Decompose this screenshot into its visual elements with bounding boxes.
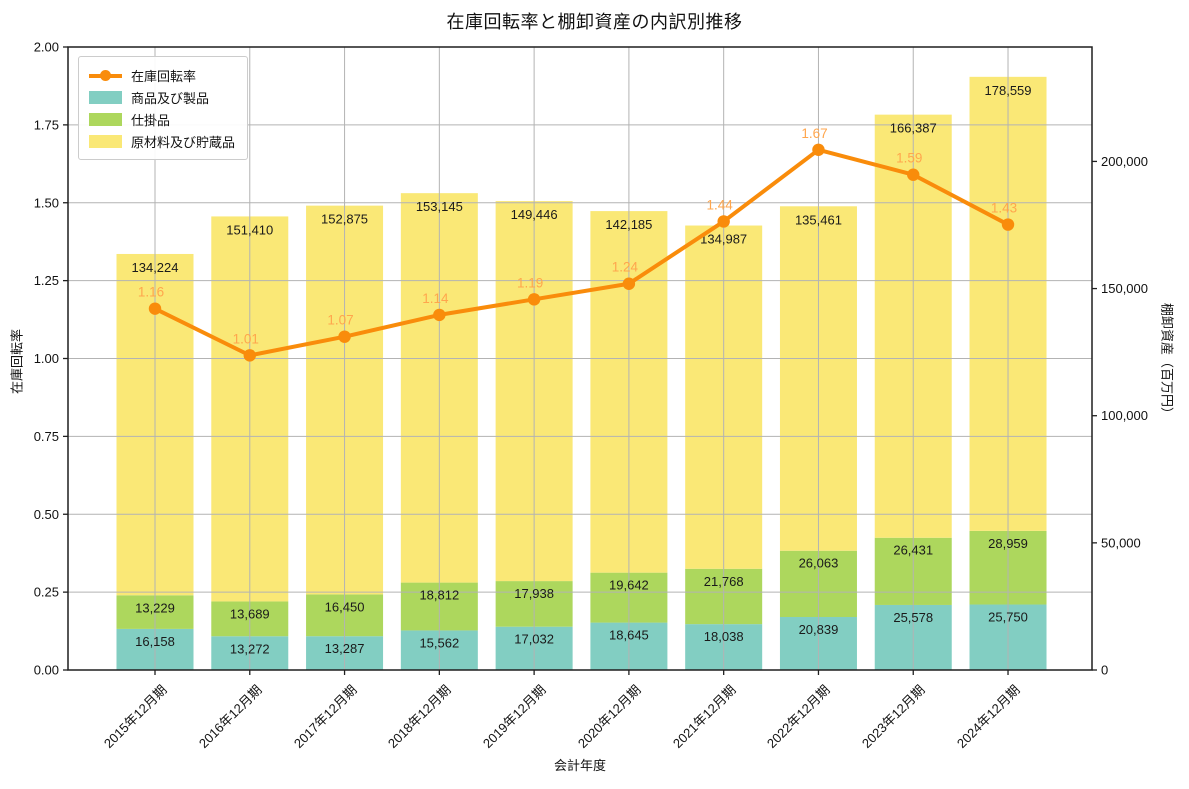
bar-total-label: 152,875 bbox=[321, 212, 368, 227]
bar-total-label: 134,224 bbox=[132, 260, 179, 275]
bar-segment-label: 13,272 bbox=[230, 641, 270, 656]
left-tick-label: 1.75 bbox=[34, 117, 59, 132]
bar-total-label: 149,446 bbox=[511, 207, 558, 222]
bar-segment-label: 26,063 bbox=[799, 556, 839, 571]
x-axis-label: 会計年度 bbox=[553, 758, 606, 773]
bar-segment-label: 28,959 bbox=[988, 536, 1028, 551]
bar-segment-label: 25,750 bbox=[988, 610, 1028, 625]
right-tick-label: 150,000 bbox=[1101, 281, 1148, 296]
left-axis-label: 在庫回転率 bbox=[9, 329, 25, 395]
left-tick-label: 1.00 bbox=[34, 351, 59, 366]
bar-total-label: 151,410 bbox=[226, 222, 273, 237]
line-point bbox=[622, 277, 636, 290]
legend-swatch-raw-materials-icon bbox=[89, 134, 122, 148]
bar-segment-label: 13,229 bbox=[135, 600, 175, 615]
line-point-label: 1.07 bbox=[327, 313, 353, 328]
right-tick-label: 200,000 bbox=[1101, 154, 1148, 169]
left-tick-label: 0.75 bbox=[34, 429, 59, 444]
bar-total-label: 153,145 bbox=[416, 199, 463, 214]
bar-segment-label: 20,839 bbox=[799, 622, 839, 637]
right-tick-label: 0 bbox=[1101, 663, 1108, 678]
left-tick-label: 0.50 bbox=[34, 507, 59, 522]
left-tick-label: 1.50 bbox=[34, 195, 59, 210]
bar-segment-label: 19,642 bbox=[609, 578, 649, 593]
bar-total-label: 134,987 bbox=[700, 232, 747, 247]
line-point bbox=[717, 215, 730, 228]
legend-label-line: 在庫回転率 bbox=[131, 68, 197, 84]
bar-segment-label: 26,431 bbox=[893, 543, 933, 558]
line-point-label: 1.59 bbox=[896, 151, 922, 166]
bar-total-label: 142,185 bbox=[605, 217, 652, 232]
chart-title: 在庫回転率と棚卸資産の内訳別推移 bbox=[446, 12, 743, 32]
line-point-label: 1.14 bbox=[422, 291, 449, 306]
legend-line-marker-icon bbox=[89, 69, 122, 82]
line-point-label: 1.01 bbox=[233, 331, 259, 346]
line-point bbox=[433, 308, 446, 322]
bar-segment-label: 18,645 bbox=[609, 628, 649, 643]
line-point bbox=[338, 330, 351, 343]
legend-item-line: 在庫回転率 bbox=[89, 64, 235, 86]
legend-label-wip: 仕掛品 bbox=[131, 112, 171, 128]
bar-segment-label: 17,938 bbox=[514, 586, 554, 601]
bar-segment-label: 16,450 bbox=[325, 599, 365, 614]
line-point bbox=[243, 349, 256, 362]
line-point bbox=[812, 143, 825, 156]
bar-total-label: 178,559 bbox=[985, 83, 1032, 98]
bar-segment-label: 17,032 bbox=[514, 632, 554, 647]
line-point-label: 1.19 bbox=[517, 275, 543, 290]
legend-item-wip: 仕掛品 bbox=[89, 108, 235, 130]
legend-swatch-products-icon bbox=[89, 90, 122, 104]
legend-item-products: 商品及び製品 bbox=[89, 86, 235, 108]
line-point-label: 1.44 bbox=[707, 197, 734, 212]
bar-segment-label: 18,038 bbox=[704, 629, 744, 644]
left-tick-label: 0.25 bbox=[34, 585, 59, 600]
turnover-line bbox=[153, 147, 1011, 358]
line-point bbox=[1001, 218, 1015, 231]
left-tick-label: 2.00 bbox=[34, 40, 59, 55]
bar-segment-label: 15,562 bbox=[419, 635, 459, 650]
legend-label-products: 商品及び製品 bbox=[131, 90, 210, 106]
line-point-label: 1.67 bbox=[801, 126, 827, 141]
line-point bbox=[148, 302, 162, 315]
bar-segment-label: 13,689 bbox=[230, 606, 270, 621]
bar-segment-label: 16,158 bbox=[135, 634, 175, 649]
bar-total-label: 135,461 bbox=[795, 212, 842, 227]
right-tick-label: 100,000 bbox=[1101, 408, 1148, 423]
line-point-label: 1.43 bbox=[991, 201, 1017, 216]
legend-swatch-wip-icon bbox=[89, 112, 122, 126]
right-axis-label: 棚卸資産（百万円） bbox=[1159, 302, 1175, 420]
legend-item-raw-materials: 原材料及び貯蔵品 bbox=[89, 130, 235, 152]
line-point-label: 1.16 bbox=[138, 285, 164, 300]
bar-segment-label: 18,812 bbox=[419, 588, 459, 603]
legend: 在庫回転率 商品及び製品 仕掛品 原材料及び貯蔵品 bbox=[78, 56, 249, 160]
right-tick-label: 50,000 bbox=[1101, 535, 1141, 550]
left-tick-label: 0.00 bbox=[34, 663, 59, 678]
legend-label-raw-materials: 原材料及び貯蔵品 bbox=[131, 134, 236, 150]
bar-segment-label: 13,287 bbox=[325, 641, 365, 656]
left-tick-label: 1.25 bbox=[34, 273, 59, 288]
bar-segment-label: 25,578 bbox=[893, 610, 933, 625]
bar-segment-label: 21,768 bbox=[704, 574, 744, 589]
line-point bbox=[527, 293, 541, 306]
line-point-label: 1.24 bbox=[612, 260, 639, 275]
line-point bbox=[907, 168, 920, 181]
bar-total-label: 166,387 bbox=[890, 121, 937, 136]
